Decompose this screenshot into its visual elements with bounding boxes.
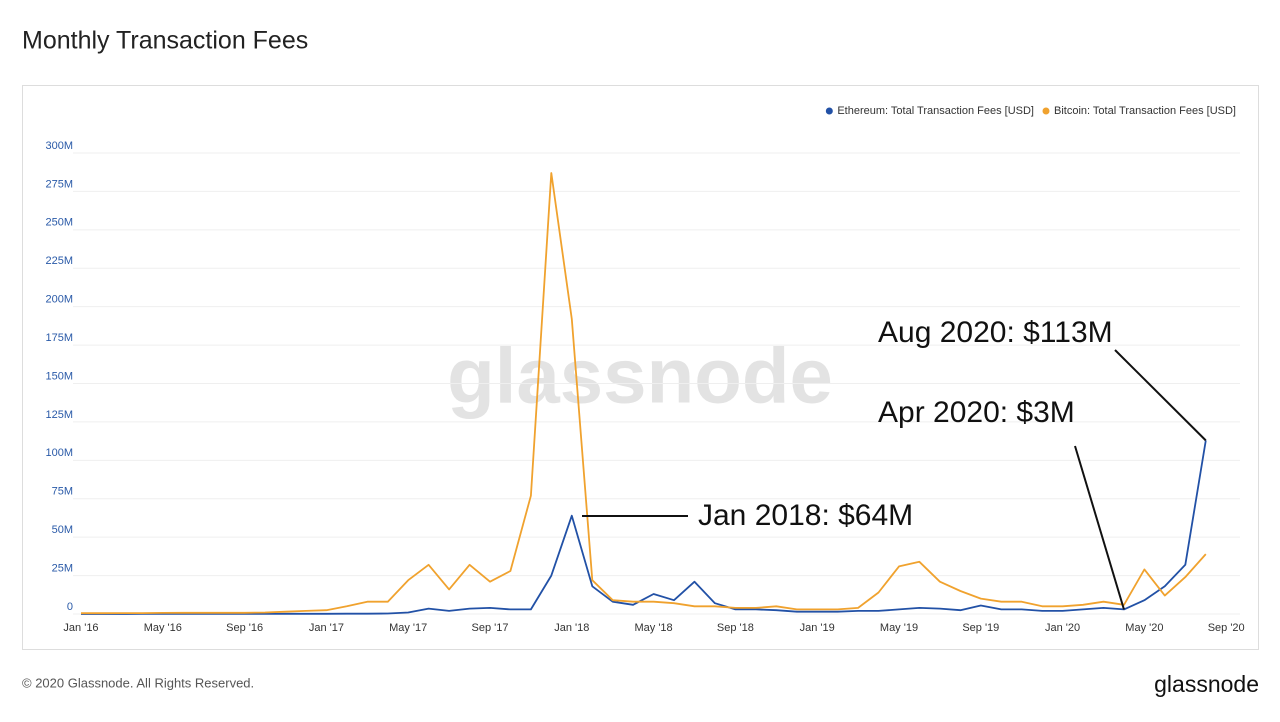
y-tick-label: 0 [67, 601, 73, 613]
x-tick-label: Jan '20 [1045, 622, 1080, 634]
series-line [81, 172, 1207, 615]
x-tick-label: May '18 [635, 622, 673, 634]
series-line [81, 440, 1207, 615]
x-tick-label: Jan '16 [63, 622, 98, 634]
x-tick-label: Sep '18 [717, 622, 754, 634]
x-tick-label: Sep '20 [1208, 622, 1245, 634]
x-tick-label: Jan '18 [554, 622, 589, 634]
chart-title: Monthly Transaction Fees [22, 27, 308, 55]
y-tick-label: 275M [45, 178, 73, 190]
y-tick-label: 50M [52, 524, 73, 536]
watermark: glassnode [447, 332, 833, 420]
x-tick-label: May '17 [389, 622, 427, 634]
y-tick-label: 300M [45, 140, 73, 152]
y-tick-label: 200M [45, 294, 73, 306]
x-tick-label: May '19 [880, 622, 918, 634]
legend-label: Bitcoin: Total Transaction Fees [USD] [1054, 105, 1236, 117]
x-tick-label: Jan '17 [309, 622, 344, 634]
x-tick-label: Jan '19 [800, 622, 835, 634]
y-tick-label: 150M [45, 370, 73, 382]
legend-label: Ethereum: Total Transaction Fees [USD] [837, 105, 1034, 117]
y-tick-label: 175M [45, 332, 73, 344]
annotation: Aug 2020: $113M [878, 316, 1113, 349]
footer: © 2020 Glassnode. All Rights Reserved. [22, 675, 254, 690]
annotation: Apr 2020: $3M [878, 396, 1075, 429]
y-tick-label: 225M [45, 255, 73, 267]
x-tick-label: Sep '17 [472, 622, 509, 634]
y-tick-label: 250M [45, 217, 73, 229]
logo: glassnode [1154, 671, 1259, 697]
chart-frame [22, 85, 1259, 650]
legend-marker [825, 107, 833, 115]
y-tick-label: 125M [45, 409, 73, 421]
y-tick-label: 25M [52, 562, 73, 574]
legend-marker [1042, 107, 1050, 115]
y-tick-label: 75M [52, 486, 73, 498]
x-tick-label: Sep '16 [226, 622, 263, 634]
annotation-line [1114, 349, 1207, 442]
annotation: Jan 2018: $64M [698, 499, 913, 532]
x-tick-label: May '16 [144, 622, 182, 634]
y-tick-label: 100M [45, 447, 73, 459]
x-tick-label: Sep '19 [962, 622, 999, 634]
annotation-line [1074, 445, 1125, 610]
x-tick-label: May '20 [1125, 622, 1163, 634]
